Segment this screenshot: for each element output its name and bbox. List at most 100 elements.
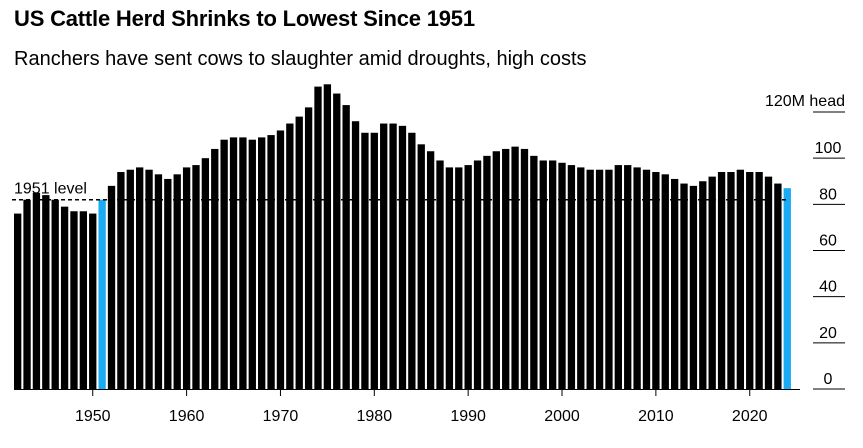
bar-2017 bbox=[717, 172, 726, 389]
bar-1959 bbox=[173, 174, 181, 389]
bar-2004 bbox=[595, 169, 604, 389]
y-tick-label-100: 100 bbox=[815, 140, 842, 157]
reference-line-group: 1951 level bbox=[12, 181, 789, 201]
bar-1965 bbox=[229, 137, 238, 389]
bar-2024 bbox=[783, 188, 791, 389]
bar-1980 bbox=[370, 132, 378, 389]
bars-group bbox=[14, 84, 791, 390]
bar-2002 bbox=[577, 167, 585, 389]
bar-1954 bbox=[126, 169, 134, 389]
bar-1998 bbox=[539, 160, 547, 389]
bar-2012 bbox=[670, 178, 679, 389]
bar-1999 bbox=[548, 160, 557, 389]
bar-1958 bbox=[164, 178, 172, 389]
bar-1990 bbox=[464, 165, 472, 389]
bar-1967 bbox=[248, 139, 256, 389]
x-tick-label-2010: 2010 bbox=[638, 408, 674, 425]
bar-1970 bbox=[276, 130, 285, 389]
bar-2020 bbox=[746, 172, 754, 389]
bar-1962 bbox=[201, 158, 210, 389]
bar-1956 bbox=[145, 169, 153, 389]
bar-1948 bbox=[70, 211, 78, 389]
bar-2001 bbox=[567, 165, 576, 389]
bar-1942 bbox=[14, 213, 22, 389]
bar-2014 bbox=[689, 185, 698, 389]
bar-1950 bbox=[89, 213, 97, 389]
bar-1963 bbox=[211, 148, 219, 389]
bar-1993 bbox=[492, 151, 500, 389]
bar-1986 bbox=[426, 151, 435, 389]
bar-2011 bbox=[661, 174, 669, 389]
bar-1987 bbox=[436, 160, 444, 389]
bar-1961 bbox=[192, 165, 200, 389]
x-tick-label-1990: 1990 bbox=[450, 408, 486, 425]
y-tick-label-80: 80 bbox=[819, 186, 837, 203]
x-tick-label-2020: 2020 bbox=[732, 408, 768, 425]
bar-1971 bbox=[286, 123, 294, 389]
bar-1984 bbox=[408, 132, 416, 389]
bar-1969 bbox=[267, 135, 275, 389]
bar-1976 bbox=[333, 93, 341, 389]
bar-1979 bbox=[361, 132, 369, 389]
bar-2018 bbox=[727, 172, 735, 389]
y-tick-label-40: 40 bbox=[819, 279, 837, 296]
bar-1983 bbox=[398, 125, 407, 389]
bar-1946 bbox=[51, 199, 59, 389]
bar-1982 bbox=[389, 123, 397, 389]
bar-1949 bbox=[79, 211, 88, 389]
bar-2006 bbox=[614, 165, 622, 389]
bar-2021 bbox=[755, 172, 763, 389]
bar-1960 bbox=[182, 167, 191, 389]
bar-2019 bbox=[736, 169, 745, 389]
bar-2005 bbox=[605, 169, 613, 389]
bar-1995 bbox=[511, 146, 519, 390]
bar-1989 bbox=[455, 167, 463, 389]
bar-1944 bbox=[32, 192, 41, 389]
bar-1988 bbox=[445, 167, 454, 389]
x-tick-label-1980: 1980 bbox=[357, 408, 393, 425]
bar-1953 bbox=[117, 172, 125, 389]
y-tick-label-20: 20 bbox=[819, 325, 837, 342]
y-tick-label-0: 0 bbox=[824, 371, 833, 388]
bar-1992 bbox=[483, 155, 491, 389]
chart-subtitle: Ranchers have sent cows to slaughter ami… bbox=[14, 48, 587, 70]
bar-1957 bbox=[154, 174, 163, 389]
x-axis: 1950 1960 1970 1980 1990 2000 2010 2020 bbox=[14, 389, 800, 425]
bar-1997 bbox=[530, 155, 538, 389]
bar-1996 bbox=[520, 148, 529, 389]
bar-1994 bbox=[502, 148, 510, 389]
chart-title: US Cattle Herd Shrinks to Lowest Since 1… bbox=[14, 6, 475, 31]
x-tick-label-1960: 1960 bbox=[169, 408, 205, 425]
y-axis-unit-label: 120M head bbox=[765, 93, 845, 110]
x-tick-label-2000: 2000 bbox=[544, 408, 580, 425]
bar-2023 bbox=[774, 183, 782, 389]
bar-1966 bbox=[239, 137, 247, 389]
bar-1973 bbox=[304, 107, 313, 389]
bar-1972 bbox=[295, 116, 303, 390]
bar-1974 bbox=[314, 86, 322, 390]
reference-line-label: 1951 level bbox=[14, 181, 87, 198]
bar-1975 bbox=[323, 84, 332, 390]
x-tick-label-1970: 1970 bbox=[263, 408, 299, 425]
bar-1977 bbox=[342, 105, 350, 389]
x-tick-label-1950: 1950 bbox=[75, 408, 111, 425]
bar-2022 bbox=[764, 176, 773, 389]
bar-2008 bbox=[633, 167, 641, 389]
bar-2009 bbox=[642, 169, 651, 389]
bar-2000 bbox=[558, 162, 566, 389]
bar-1943 bbox=[23, 199, 31, 389]
bar-1968 bbox=[258, 137, 266, 389]
bar-1985 bbox=[417, 144, 425, 389]
bar-1964 bbox=[220, 139, 228, 389]
bar-2016 bbox=[708, 176, 716, 389]
y-axis: 120M head 0 20 40 60 80 100 bbox=[765, 93, 845, 390]
bar-1952 bbox=[107, 185, 116, 389]
bar-1991 bbox=[473, 160, 482, 389]
bar-1978 bbox=[351, 121, 360, 389]
bar-2003 bbox=[586, 169, 594, 389]
bar-1981 bbox=[380, 123, 388, 389]
bar-2007 bbox=[624, 165, 632, 389]
bar-1951 bbox=[98, 199, 106, 389]
y-tick-label-60: 60 bbox=[819, 233, 837, 250]
